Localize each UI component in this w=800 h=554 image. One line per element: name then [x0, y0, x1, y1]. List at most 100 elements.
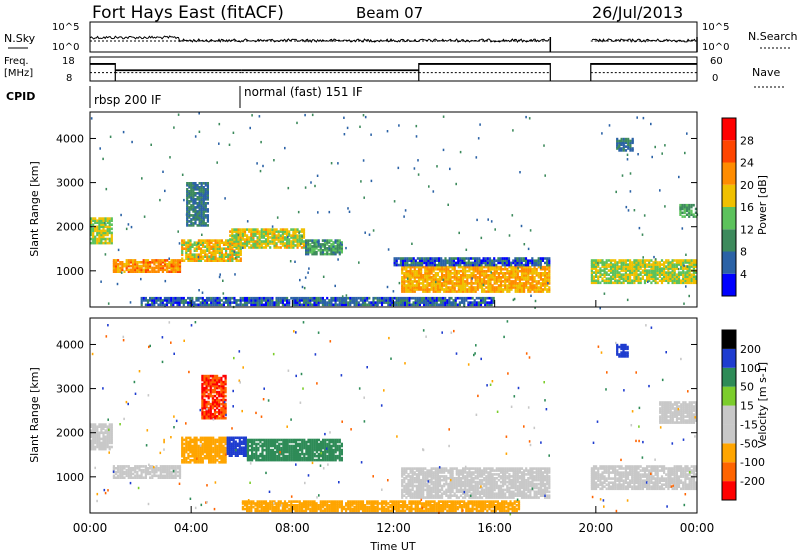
echo-cell [518, 261, 521, 265]
echo-cell [229, 238, 232, 241]
echo-cell [187, 444, 190, 448]
echo-cell [533, 259, 536, 262]
echo-cell [454, 296, 457, 300]
echo-cell [200, 218, 203, 221]
echo-cell [286, 454, 289, 458]
echo-cell [297, 448, 300, 452]
echo-cell [242, 438, 245, 442]
echo-cell [476, 263, 479, 267]
echo-cell [157, 261, 160, 264]
echo-cell [518, 257, 521, 260]
echo-cell [286, 438, 289, 442]
echo-cell [262, 296, 265, 300]
echo-cell [218, 247, 221, 250]
echo-cell [278, 446, 281, 450]
echo-cell [648, 263, 651, 266]
echo-cell [690, 209, 693, 213]
echo-cell [673, 271, 676, 274]
echo-cell [225, 251, 228, 254]
echo-cell [211, 396, 214, 400]
echo-cell [231, 296, 234, 300]
echo-cell [422, 286, 425, 289]
echo-cell [230, 448, 233, 451]
echo-cell [204, 259, 207, 262]
noise-right-tick-top: 10^5 [702, 22, 729, 33]
echo-cell [486, 296, 489, 300]
echo-cell [106, 241, 109, 245]
echo-cell [286, 446, 289, 450]
echo-cell [294, 301, 297, 304]
echo-scatter-cell [301, 235, 303, 238]
echo-cell [338, 452, 341, 456]
echo-cell [315, 301, 318, 304]
echo-cell [654, 267, 657, 270]
echo-cell [626, 267, 630, 270]
echo-cell [448, 299, 451, 302]
echo-cell [232, 446, 235, 449]
echo-cell [186, 198, 189, 201]
echo-cell [438, 269, 442, 273]
echo-cell [269, 232, 272, 235]
echo-cell [458, 303, 461, 307]
echo-cell [395, 259, 398, 262]
echo-cell [624, 137, 628, 141]
echo-cell [330, 456, 333, 460]
echo-cell [401, 272, 404, 275]
echo-cell [690, 261, 693, 264]
echo-cell [336, 303, 339, 307]
radar-title: Fort Hays East (fitACF) [92, 3, 284, 23]
echo-cell [298, 244, 301, 247]
echo-cell [590, 281, 593, 285]
echo-cell [330, 296, 333, 300]
echo-cell [454, 301, 457, 304]
echo-cell [125, 259, 128, 262]
echo-cell [595, 275, 598, 278]
echo-cell [535, 280, 538, 283]
echo-cell [216, 257, 219, 260]
echo-cell [508, 276, 511, 279]
echo-cell [214, 456, 217, 460]
echo-cell [92, 237, 95, 241]
echo-cell [510, 286, 513, 289]
echo-cell [694, 211, 697, 215]
freq-right-tick-bottom: 0 [712, 73, 718, 84]
echo-cell [243, 296, 247, 300]
echo-cell [609, 271, 613, 274]
echo-cell [278, 438, 281, 442]
echo-cell [288, 448, 291, 452]
echo-cell [612, 275, 615, 278]
echo-cell [201, 408, 204, 412]
echo-cell [595, 261, 598, 264]
echo-cell [187, 446, 190, 450]
echo-cell [187, 245, 190, 248]
echo-cell [155, 299, 158, 302]
echo-cell [411, 284, 414, 287]
echo-scatter-cell [363, 196, 365, 199]
echo-cell [624, 139, 628, 143]
echo-cell [671, 281, 674, 285]
echo-cell [261, 456, 264, 460]
echo-cell [203, 402, 206, 406]
echo-cell [313, 446, 316, 450]
echo-cell [307, 446, 310, 450]
echo-cell [201, 461, 204, 464]
echo-cell [276, 446, 279, 450]
echo-cell [501, 259, 504, 262]
echo-cell [624, 259, 627, 262]
echo-cell [407, 288, 410, 291]
echo-cell [239, 253, 242, 256]
echo-scatter-cell [117, 248, 120, 252]
echo-cell [686, 281, 689, 285]
echo-cell [159, 259, 162, 262]
echo-cell [334, 301, 337, 304]
echo-cell [220, 450, 223, 454]
echo-cell [633, 279, 636, 282]
echo-cell [138, 264, 141, 268]
echo-cell [393, 263, 396, 267]
echo-cell [376, 301, 379, 304]
echo-cell [453, 284, 456, 287]
echo-scatter-cell [316, 174, 319, 177]
echo-cell [191, 257, 194, 260]
echo-cell [296, 230, 299, 233]
echo-cell [104, 217, 107, 220]
